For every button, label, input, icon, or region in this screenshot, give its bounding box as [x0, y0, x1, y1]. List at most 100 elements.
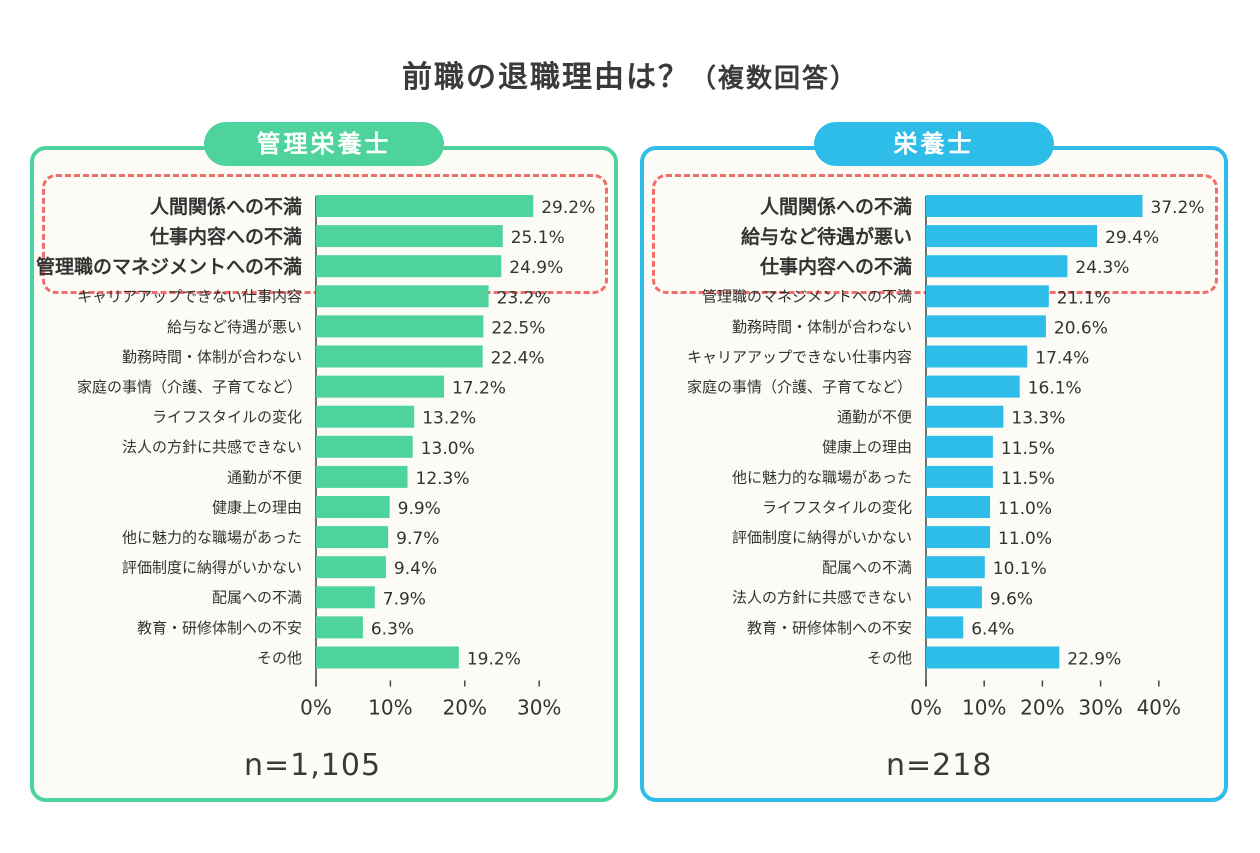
left-panel-title: 管理栄養士 — [204, 122, 444, 166]
right-value-label: 9.6% — [990, 589, 1033, 609]
right-category-label: その他 — [867, 649, 912, 667]
left-bar — [316, 556, 386, 579]
right-category-label: ライフスタイルの変化 — [762, 498, 912, 516]
right-bar — [926, 195, 1143, 217]
left-category-label: キャリアアップできない仕事内容 — [77, 288, 302, 306]
left-category-label: 教育・研修体制への不安 — [137, 619, 302, 637]
left-category-label: 健康上の理由 — [212, 498, 302, 516]
right-bar — [926, 496, 991, 518]
left-category-label: 他に魅力的な職場があった — [122, 529, 302, 547]
right-value-label: 17.4% — [1035, 349, 1089, 369]
left-bar — [316, 496, 390, 518]
left-category-label: その他 — [257, 649, 302, 667]
left-value-label: 12.3% — [416, 469, 470, 489]
left-category-label: 勤務時間・体制が合わない — [122, 348, 302, 366]
page-title-subtitle: （複数回答） — [689, 64, 858, 94]
right-category-label: 仕事内容への不満 — [759, 255, 912, 278]
left-bar — [316, 225, 503, 248]
right-bar — [926, 345, 1028, 368]
left-value-label: 9.4% — [394, 559, 437, 579]
left-value-label: 22.5% — [491, 318, 545, 338]
right-bar — [926, 465, 993, 488]
right-category-label: 評価制度に納得がいかない — [732, 529, 912, 547]
left-value-label: 25.1% — [511, 228, 565, 248]
right-category-label: 通勤が不便 — [837, 408, 912, 426]
right-value-label: 16.1% — [1028, 379, 1082, 399]
right-bar — [926, 586, 982, 609]
left-bar — [316, 526, 389, 549]
left-value-label: 23.2% — [497, 288, 551, 308]
right-value-label: 24.3% — [1075, 258, 1129, 278]
right-bar — [926, 255, 1068, 278]
left-value-label: 22.4% — [491, 349, 545, 369]
left-tick-label: 20% — [443, 696, 487, 720]
right-bar — [926, 526, 991, 549]
left-category-label: 給与など待遇が悪い — [167, 318, 302, 336]
left-bar — [316, 646, 459, 669]
left-value-label: 9.7% — [396, 529, 439, 549]
right-value-label: 11.0% — [998, 529, 1052, 549]
page-title: 前職の退職理由は？（複数回答） — [0, 52, 1260, 96]
right-tick-label: 30% — [1078, 696, 1122, 720]
right-value-label: 11.0% — [998, 499, 1052, 519]
left-tick-label: 10% — [368, 696, 412, 720]
left-category-label: 家庭の事情（介護、子育てなど） — [77, 378, 302, 396]
right-tick-label: 0% — [910, 696, 942, 720]
right-sample-size: n=218 — [886, 748, 993, 783]
left-value-label: 13.2% — [422, 409, 476, 429]
right-value-label: 6.4% — [971, 619, 1014, 639]
left-value-label: 13.0% — [421, 439, 475, 459]
right-category-label: 配属への不満 — [822, 559, 912, 577]
right-value-label: 11.5% — [1001, 439, 1055, 459]
left-category-label: 仕事内容への不満 — [149, 225, 302, 248]
left-tick-label: 30% — [517, 696, 561, 720]
left-category-label: ライフスタイルの変化 — [152, 408, 302, 426]
left-value-label: 6.3% — [371, 619, 414, 639]
right-value-label: 13.3% — [1011, 409, 1065, 429]
right-value-label: 21.1% — [1057, 288, 1111, 308]
right-category-label: キャリアアップできない仕事内容 — [687, 348, 912, 366]
left-bar — [316, 616, 363, 639]
left-tick-label: 0% — [300, 696, 332, 720]
right-tick-label: 10% — [962, 696, 1006, 720]
right-bar — [926, 405, 1004, 428]
left-sample-size: n=1,105 — [244, 748, 382, 783]
right-category-label: 人間関係への不満 — [760, 195, 912, 218]
right-category-label: 勤務時間・体制が合わない — [732, 318, 912, 336]
right-bar — [926, 435, 993, 458]
left-bar — [316, 285, 489, 308]
right-bar — [926, 556, 985, 579]
right-value-label: 29.4% — [1105, 228, 1159, 248]
right-bar — [926, 315, 1046, 338]
right-bar — [926, 646, 1060, 669]
left-value-label: 19.2% — [467, 650, 521, 670]
left-category-label: 人間関係への不満 — [150, 195, 302, 218]
right-bar — [926, 616, 964, 639]
left-category-label: 通勤が不便 — [227, 468, 302, 486]
left-bar — [316, 586, 375, 609]
left-category-label: 配属への不満 — [212, 589, 302, 607]
right-bar — [926, 375, 1020, 398]
left-value-label: 24.9% — [509, 258, 563, 278]
right-value-label: 10.1% — [993, 559, 1047, 579]
right-bar — [926, 225, 1098, 248]
left-bar — [316, 375, 444, 398]
right-tick-label: 20% — [1020, 696, 1064, 720]
right-category-label: 教育・研修体制への不安 — [747, 619, 912, 637]
left-value-label: 9.9% — [398, 499, 441, 519]
right-value-label: 37.2% — [1151, 198, 1205, 218]
right-category-label: 管理職のマネジメントへの不満 — [702, 288, 912, 306]
left-category-label: 評価制度に納得がいかない — [122, 559, 302, 577]
left-category-label: 管理職のマネジメントへの不満 — [36, 255, 302, 278]
right-value-label: 22.9% — [1067, 650, 1121, 670]
left-bar — [316, 405, 415, 428]
right-category-label: 給与など待遇が悪い — [741, 225, 912, 248]
left-value-label: 7.9% — [383, 589, 426, 609]
left-bar — [316, 435, 413, 458]
right-category-label: 法人の方針に共感できない — [732, 589, 912, 607]
right-panel-title: 栄養士 — [814, 122, 1054, 166]
left-bar — [316, 345, 483, 368]
left-value-label: 17.2% — [452, 379, 506, 399]
right-value-label: 11.5% — [1001, 469, 1055, 489]
